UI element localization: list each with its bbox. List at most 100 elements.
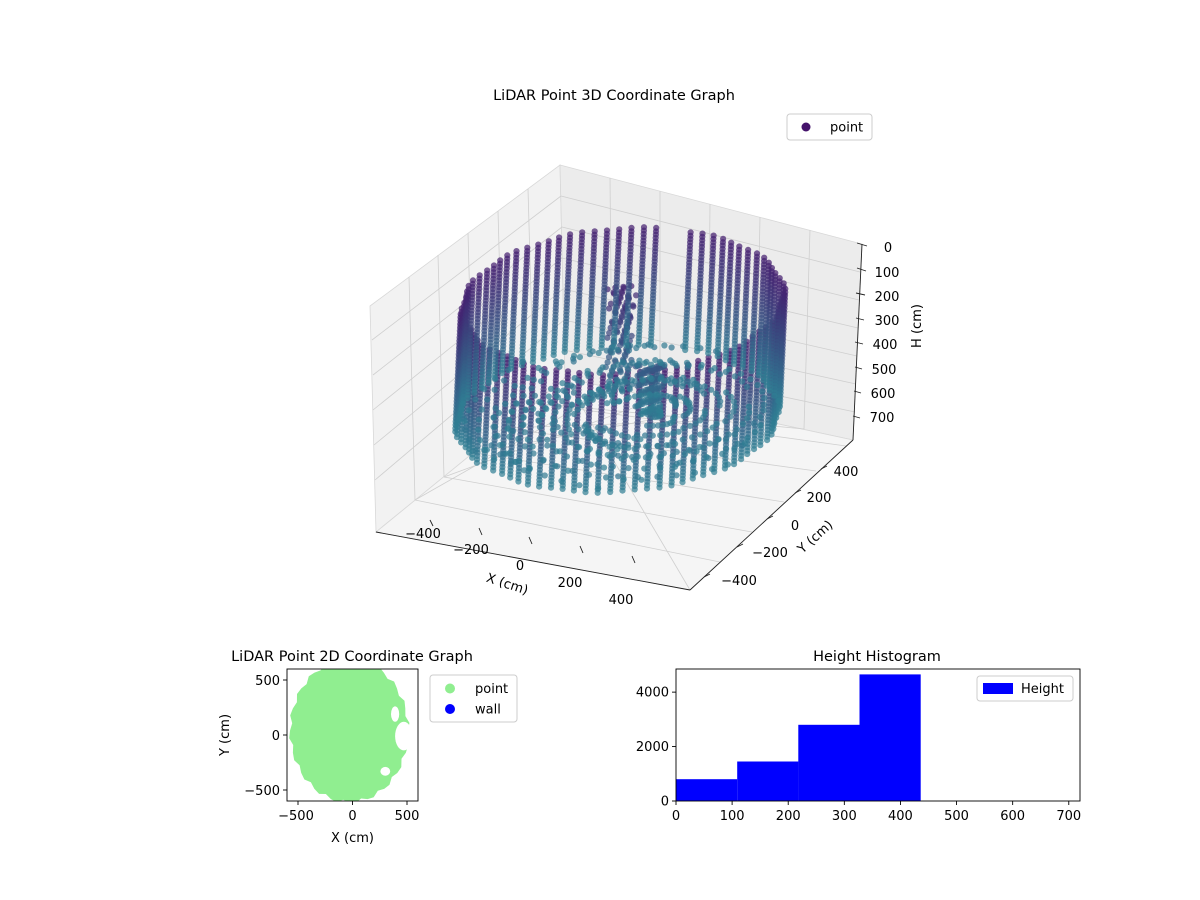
scatter-point (644, 422, 651, 429)
scatter-point (452, 428, 459, 435)
ztick-label: 400 (873, 338, 898, 353)
scatter-point (759, 388, 766, 395)
scatter-point (761, 395, 768, 402)
scatter-point (621, 351, 628, 358)
scatter-point (536, 424, 544, 431)
scatter-point (603, 347, 610, 354)
scatter-point (606, 305, 613, 312)
scatter-point (599, 364, 606, 371)
scatter-point (737, 370, 745, 377)
scatter-point (490, 414, 497, 421)
ztick-label: 700 (870, 411, 895, 426)
scatter-point (610, 450, 618, 458)
scatter-point (536, 436, 543, 443)
scatter-point (620, 283, 627, 290)
xtick-label: 500 (395, 809, 420, 824)
scatter-point (685, 446, 692, 453)
scatter-point (628, 377, 635, 384)
scatter-point (638, 476, 645, 483)
scatter-point (616, 366, 624, 373)
scatter-point (705, 350, 712, 357)
scatter-point (563, 434, 570, 441)
scatter-point (757, 422, 764, 429)
scatter-point (708, 386, 715, 393)
xtick-label: 200 (776, 809, 801, 824)
scatter-point (537, 399, 545, 406)
scatter-point (596, 436, 603, 443)
scatter-point (703, 453, 710, 461)
scatter-2d-gap (380, 766, 391, 776)
ztick-label: 0 (884, 241, 892, 256)
scatter-point (587, 389, 594, 396)
scatter-point (646, 453, 653, 460)
scatter-point (522, 407, 529, 414)
scatter-point (545, 393, 552, 400)
scatter-point (754, 382, 761, 389)
scatter-point (738, 456, 745, 463)
scatter-point (698, 361, 705, 369)
scatter-point (457, 411, 464, 418)
scatter-point (645, 366, 652, 373)
scatter-point (712, 390, 720, 397)
scatter-point (559, 380, 566, 387)
scatter-point (637, 436, 644, 443)
scatter-point (687, 422, 694, 429)
xtick-label: 600 (1000, 809, 1025, 824)
scatter-point (559, 398, 566, 405)
scatter-point (771, 420, 778, 427)
scatter-point (770, 425, 777, 432)
scatter-point (561, 348, 568, 355)
scatter-point (570, 383, 577, 390)
xtick-label: 300 (832, 809, 857, 824)
histogram-bar (737, 761, 799, 801)
scatter-point (746, 409, 753, 416)
ztick-label: 300 (875, 314, 900, 329)
scatter-point (760, 407, 767, 414)
scatter-point (583, 395, 590, 402)
scatter-point (581, 423, 588, 430)
scatter-point (568, 402, 576, 409)
scatter-point (539, 430, 547, 437)
scatter-point (739, 364, 746, 371)
scatter-point (750, 446, 758, 453)
scatter-point (616, 317, 624, 324)
scatter-point (596, 386, 603, 393)
scatter-point (723, 389, 730, 396)
scatter-point (484, 396, 491, 403)
scatter-point (550, 414, 557, 422)
scatter-point (649, 422, 656, 429)
scatter-point (462, 426, 469, 433)
scatter-point (535, 364, 542, 372)
scatter-point (646, 391, 653, 398)
scatter-point (748, 367, 755, 375)
y-axis-label-3d: Y (cm) (794, 518, 836, 558)
scatter-point (683, 359, 691, 366)
scatter-point (462, 444, 469, 451)
yticks-2d: 500 0 −500 (244, 674, 280, 799)
scatter-point (455, 417, 462, 424)
scatter-point (544, 442, 551, 449)
scatter-point (766, 387, 774, 394)
scatter-point (755, 372, 762, 379)
y-axis-label-2d: Y (cm) (218, 714, 233, 757)
scatter-point (562, 388, 569, 395)
scatter-point (634, 442, 642, 449)
scatter-point (595, 485, 602, 492)
scatter-point (709, 466, 716, 473)
scatter-point (631, 393, 639, 400)
x-axis-label-2d: X (cm) (331, 831, 374, 846)
scatter-point (552, 409, 559, 416)
scatter-point (610, 343, 617, 350)
legend-2d-label-point: point (475, 682, 508, 697)
scatter-point (739, 420, 747, 428)
scatter-point (631, 486, 638, 493)
scatter-point (518, 362, 526, 369)
scatter-point (771, 392, 778, 399)
scatter-point (481, 463, 488, 471)
scatter-point (587, 461, 595, 468)
scatter-point (689, 434, 696, 441)
scatter-point (657, 453, 665, 460)
legend-2d-marker-wall (445, 704, 455, 714)
scatter-point (491, 374, 498, 382)
scatter-point (676, 393, 684, 400)
